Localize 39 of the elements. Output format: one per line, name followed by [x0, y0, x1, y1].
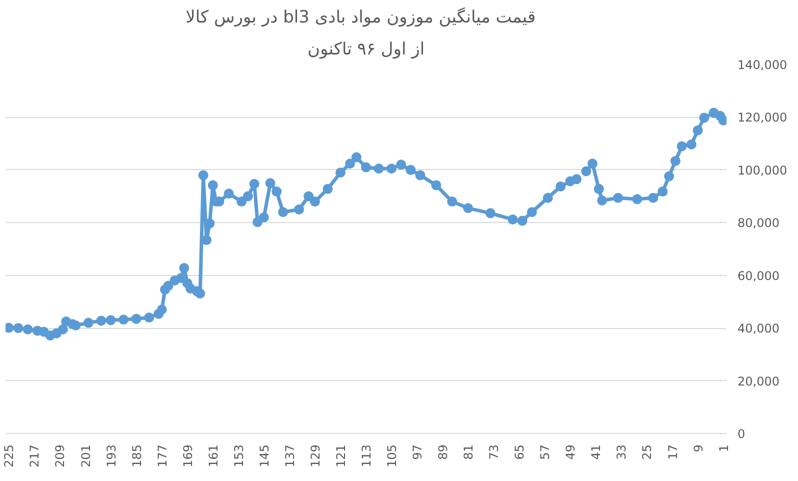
x-tick-label: 9	[691, 444, 706, 452]
y-tick-label: 100,000	[738, 163, 788, 178]
x-tick-label: 121	[334, 444, 348, 468]
x-tick-label: 217	[28, 444, 42, 468]
x-tick-label: 193	[104, 444, 118, 468]
chart-title: قیمت میانگین موزون مواد بادی bl3 در بورس کالا	[186, 6, 536, 28]
x-tick-label: 65	[512, 444, 527, 460]
x-tick-label: 89	[436, 444, 450, 460]
x-tick-label: 145	[257, 444, 272, 468]
x-tick-label: 225	[2, 444, 16, 468]
x-tick-label: 153	[232, 444, 246, 468]
y-tick-label: 80,000	[738, 216, 780, 230]
x-tick-label: 169	[180, 444, 195, 468]
x-tick-label: 209	[53, 444, 68, 468]
y-tick-label: 0	[738, 427, 746, 441]
y-tick-label: 20,000	[738, 374, 780, 388]
x-tick-label: 41	[589, 444, 604, 460]
x-tick-label: 185	[130, 444, 144, 468]
x-tick-label: 161	[206, 444, 220, 468]
x-tick-label: 73	[487, 444, 502, 460]
x-tick-label: 81	[462, 444, 476, 460]
x-tick-label: 201	[78, 444, 93, 468]
y-tick-label: 40,000	[738, 322, 780, 336]
x-tick-label: 57	[538, 444, 552, 460]
x-tick-label: 17	[666, 444, 680, 460]
x-tick-label: 105	[385, 444, 400, 468]
x-tick-label: 25	[640, 444, 654, 460]
y-tick-label: 60,000	[738, 268, 780, 283]
y-tick-label: 140,000	[738, 58, 788, 72]
y-tick-label: 120,000	[738, 110, 788, 125]
x-tick-label: 1	[716, 444, 731, 452]
x-tick-label: 129	[308, 444, 322, 468]
x-tick-label: 33	[614, 444, 629, 460]
x-tick-label: 113	[360, 444, 374, 468]
x-tick-label: 97	[410, 444, 425, 460]
x-tick-label: 137	[282, 444, 297, 468]
x-tick-label: 49	[564, 444, 578, 460]
x-tick-label: 177	[155, 444, 170, 468]
chart-subtitle: از اول ۹۶ تاکنون	[307, 40, 425, 60]
